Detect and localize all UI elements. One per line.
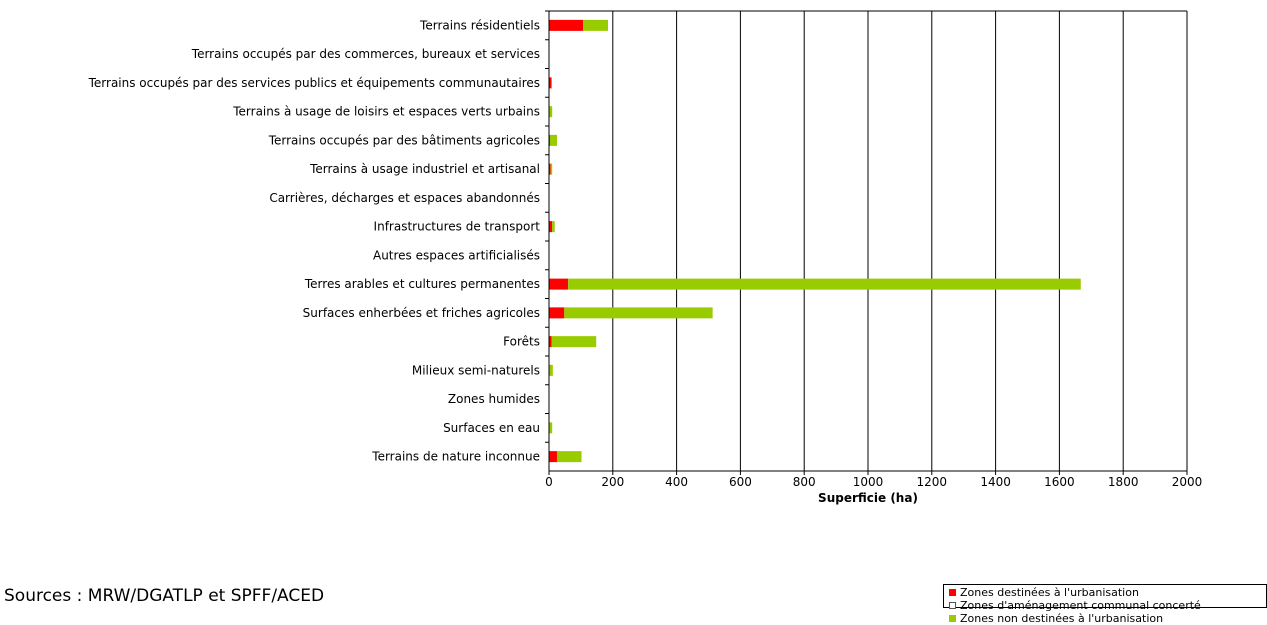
x-tick-label: 1000 [853,475,884,489]
legend-item: Zones destinées à l'urbanisation [949,586,1266,599]
legend-item: Zones non destinées à l'urbanisation [949,612,1266,625]
category-label: Autres espaces artificialisés [373,248,540,262]
bar-segment [549,163,551,175]
bar-segment [549,451,557,463]
legend-swatch-amenagement [949,602,956,609]
legend-swatch-urbanisation [949,589,956,596]
bar-segment [583,19,609,31]
x-tick-label: 800 [793,475,816,489]
category-label: Terres arables et cultures permanentes [304,277,540,291]
category-labels: Terrains résidentiels Terrains occupés pa… [88,18,541,463]
category-label: Infrastructures de transport [374,220,541,234]
bar-segment [549,307,565,319]
legend-label: Zones non destinées à l'urbanisation [960,612,1164,625]
bar-segment [549,278,569,290]
legend: Zones destinées à l'urbanisation Zones d… [943,584,1267,625]
bar-segment [564,307,713,319]
x-tick-label: 1800 [1108,475,1139,489]
legend-label: Zones d'aménagement communal concerté [960,599,1201,612]
axes [545,10,1188,475]
bar-segment [568,278,1081,290]
category-label: Terrains occupés par des bâtiments agric… [268,133,540,147]
x-tick-label: 0 [545,475,553,489]
legend-label: Zones destinées à l'urbanisation [960,586,1139,599]
bar-segment [549,134,557,146]
bar-segment [550,163,553,175]
category-label: Milieux semi-naturels [412,363,540,377]
category-label: Zones humides [448,392,540,406]
category-label: Terrains de nature inconnue [371,450,540,464]
x-tick-label: 400 [665,475,688,489]
x-tick-label: 2000 [1172,475,1203,489]
x-axis-title: Superficie (ha) [818,491,918,505]
category-label: Terrains résidentiels [419,18,540,32]
bar-segment [552,221,555,233]
category-label: Terrains occupés par des commerces, bure… [191,47,540,61]
category-label: Forêts [503,335,540,349]
bar-segment [549,422,553,434]
x-tick-label: 600 [729,475,752,489]
x-tick-label: 200 [601,475,624,489]
bars [549,19,1081,463]
source-note: Sources : MRW/DGATLP et SPFF/ACED [4,586,325,606]
category-label: Surfaces enherbées et friches agricoles [303,306,540,320]
category-label: Terrains à usage industriel et artisanal [309,162,540,176]
legend-item: Zones d'aménagement communal concerté [949,599,1266,612]
legend-swatch-non-urbanisation [949,615,956,622]
bar-segment [549,77,552,89]
bar-segment [549,106,553,118]
bar-segment [549,336,552,348]
bar-segment [549,364,553,376]
bar-chart: Terrains résidentiels Terrains occupés pa… [88,10,1202,505]
x-tick-label: 1400 [980,475,1011,489]
category-label: Terrains occupés par des services public… [88,76,540,90]
bar-segment [549,19,584,31]
x-tick-label: 1200 [917,475,948,489]
category-label: Surfaces en eau [443,421,540,435]
bar-segment [549,221,553,233]
bar-segment [556,451,582,463]
category-label: Carrières, décharges et espaces abandonn… [269,191,540,205]
x-tick-labels: 0 200 400 600 800 1000 1200 1400 1600 1800 2000 [545,475,1202,489]
x-tick-label: 1600 [1044,475,1075,489]
bar-segment [551,336,597,348]
gridlines [612,11,1188,471]
category-label: Terrains à usage de loisirs et espaces v… [232,105,540,119]
